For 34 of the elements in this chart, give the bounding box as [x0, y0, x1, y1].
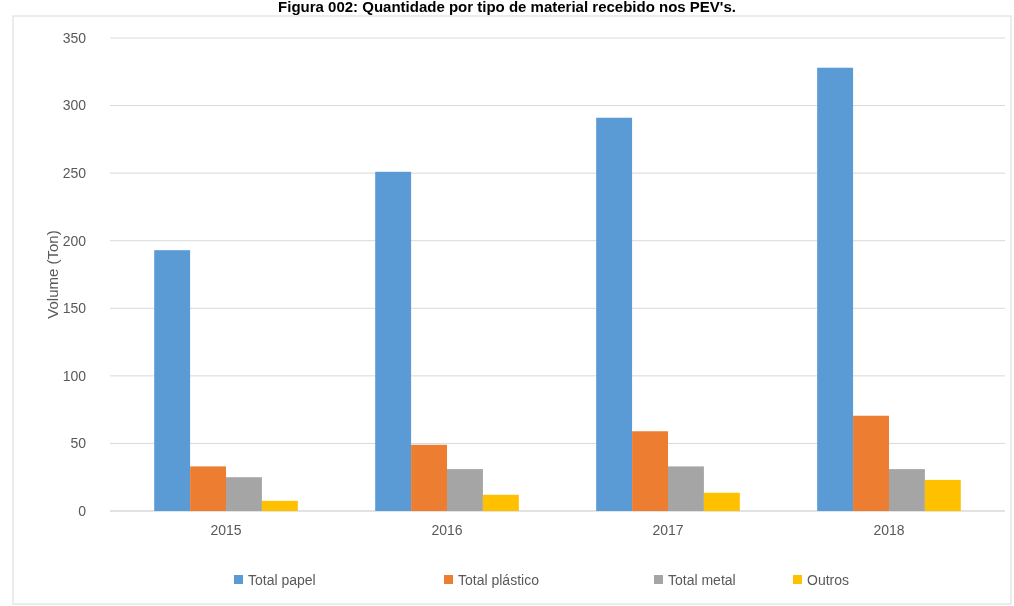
bar: [703, 492, 740, 511]
bar: [817, 67, 854, 511]
legend-label: Total metal: [668, 571, 736, 588]
y-tick-label: 300: [62, 97, 87, 114]
bar: [632, 431, 668, 511]
bar: [667, 466, 704, 511]
bar: [888, 469, 925, 511]
bar: [596, 117, 633, 511]
legend-label: Total plástico: [458, 571, 540, 588]
legend-label: Total papel: [248, 571, 316, 588]
x-tick-label: 2015: [210, 522, 242, 538]
y-axis-title: Volume (Ton): [44, 230, 61, 319]
bar: [447, 469, 483, 511]
bar: [482, 494, 519, 511]
bar: [190, 466, 227, 511]
x-tick-label: 2017: [652, 522, 684, 538]
y-tick-label: 50: [70, 435, 87, 452]
y-tick-label: 0: [78, 502, 87, 519]
chart-title: Figura 002: Quantidade por tipo de material recebido nos PEV's.: [278, 0, 736, 15]
bar: [154, 250, 191, 511]
y-tick-label: 100: [62, 367, 87, 384]
bar: [853, 415, 889, 511]
bar: [226, 477, 262, 511]
bar: [375, 171, 412, 511]
x-tick-label: 2016: [431, 522, 463, 538]
legend-label: Outros: [807, 571, 850, 588]
y-tick-label: 200: [62, 232, 87, 249]
y-tick-label: 150: [62, 300, 87, 317]
bar: [411, 444, 448, 511]
bar: [924, 479, 961, 511]
y-tick-label: 250: [62, 165, 87, 182]
x-tick-label: 2018: [873, 522, 905, 538]
bar: [261, 500, 298, 511]
y-tick-label: 350: [62, 29, 87, 46]
